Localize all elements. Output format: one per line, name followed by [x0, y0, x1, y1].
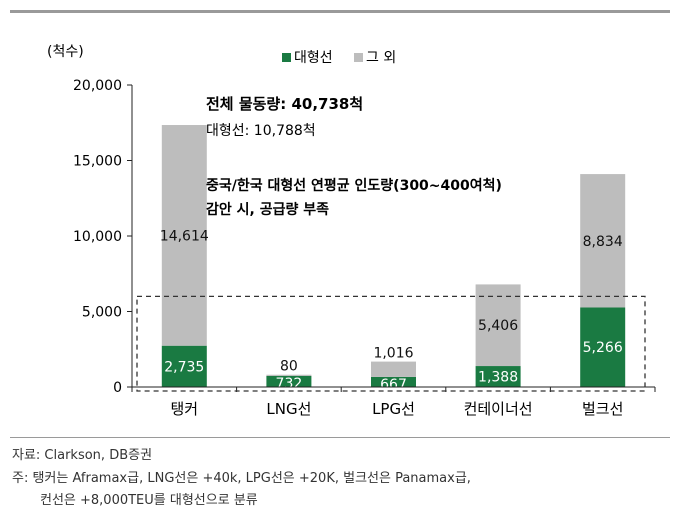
bar-segment-large [371, 376, 416, 387]
y-unit-label: (척수) [47, 44, 84, 60]
y-tick-label: 10,000 [73, 229, 122, 245]
bar-segment-other [161, 125, 207, 346]
bar-segment-large [580, 307, 626, 387]
bar-segment-other [371, 361, 416, 377]
bar-segment-other [580, 174, 626, 308]
bar-segment-large [266, 375, 312, 387]
data-label-other: 14,614 [160, 228, 209, 244]
footnote-line-1: 주: 탱커는 Aframax급, LNG선은 +40k, LPG선은 +20K,… [12, 471, 471, 486]
data-label-large: 1,388 [478, 370, 518, 386]
legend-swatch-other [354, 53, 363, 62]
y-axis: 0 5,000 10,000 15,000 20,000 [73, 78, 133, 396]
bar-segment-large [475, 366, 521, 387]
data-label-large: 667 [380, 377, 407, 393]
x-category-label: LPG선 [372, 400, 415, 418]
y-tick-label: 15,000 [73, 154, 122, 170]
y-tick-label: 5,000 [82, 305, 122, 321]
data-label-other: 8,834 [583, 234, 623, 250]
data-label-other: 5,406 [478, 318, 518, 334]
data-label-other: 80 [280, 359, 298, 375]
top-rule [10, 10, 670, 13]
bar-segment-other [266, 374, 312, 376]
legend-swatch-large [282, 53, 291, 62]
legend-label: 대형선 [294, 50, 333, 66]
y-tick-label: 20,000 [73, 78, 122, 94]
x-category-label: 컨테이너선 [464, 400, 533, 418]
footnote: 주: 탱커는 Aframax급, LNG선은 +40k, LPG선은 +20K,… [12, 468, 471, 512]
bar-segment-other [475, 284, 521, 367]
annotation-total: 전체 물동량: 40,738척 [206, 95, 363, 113]
data-label-other: 1,016 [373, 346, 413, 362]
bottom-rule [10, 437, 670, 438]
legend-label: 그 외 [366, 50, 396, 66]
data-label-large: 2,735 [164, 359, 204, 375]
bar-segment-large [161, 345, 207, 387]
annotation-note-line2: 감안 시, 공급량 부족 [206, 201, 329, 218]
x-category-label: LNG선 [266, 400, 311, 418]
x-axis: 탱커 LNG선 LPG선 컨테이너선 벌크선 [131, 386, 656, 418]
annotation-note-line1: 중국/한국 대형선 연평균 인도량(300~400여척) [206, 177, 502, 194]
legend: 대형선 그 외 [282, 50, 396, 66]
highlight-dashed-box [136, 295, 646, 392]
data-label-large: 5,266 [583, 340, 623, 356]
x-category-label: 벌크선 [582, 400, 623, 418]
annotation-large: 대형선: 10,788척 [206, 123, 316, 139]
footnote-line-2: 컨선은 +8,000TEU를 대형선으로 분류 [40, 493, 258, 508]
source-text: 자료: Clarkson, DB증권 [12, 448, 153, 463]
stacked-bar-chart: (척수) 대형선 그 외 0 5,000 10,000 15,000 20,000 2,7… [47, 44, 656, 418]
x-category-label: 탱커 [170, 400, 198, 418]
data-label-large: 732 [276, 376, 303, 392]
y-tick-label: 0 [113, 380, 122, 396]
